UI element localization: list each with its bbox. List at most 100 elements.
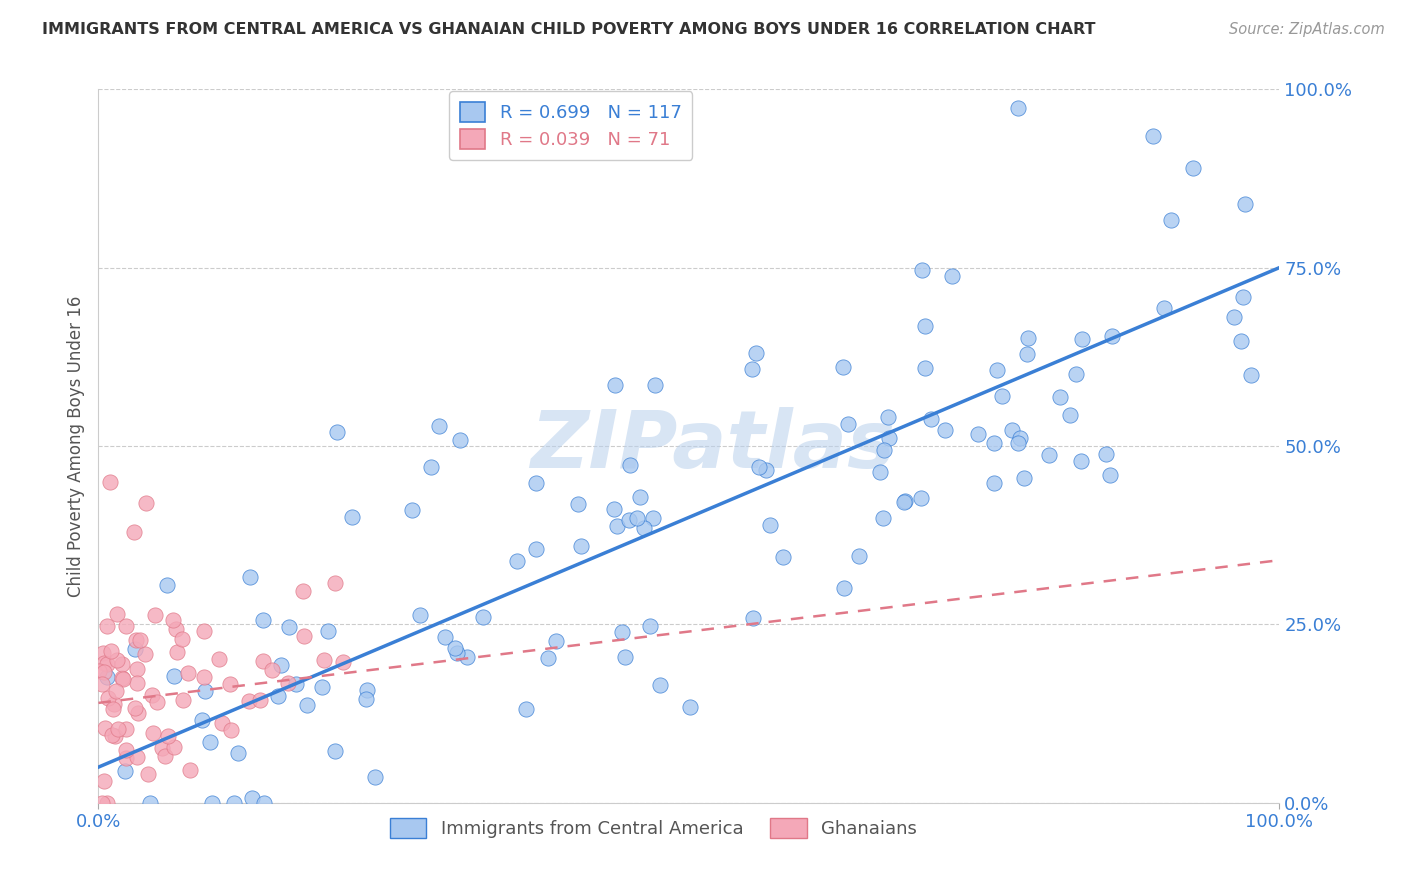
Point	[641, 511, 664, 525]
Point	[103, 702, 125, 716]
Point	[311, 680, 333, 694]
Point	[446, 647, 468, 661]
Point	[772, 549, 794, 564]
Point	[139, 796, 162, 810]
Point	[323, 744, 346, 758]
Point	[93, 656, 115, 670]
Point	[419, 459, 441, 474]
Point	[626, 511, 648, 525]
Point	[748, 460, 770, 475]
Point	[869, 465, 891, 479]
Point	[312, 653, 335, 667]
Point	[1007, 435, 1029, 450]
Point	[1038, 448, 1060, 462]
Point	[125, 662, 148, 676]
Point	[125, 632, 148, 647]
Point	[633, 521, 655, 535]
Text: ZIPatlas: ZIPatlas	[530, 407, 896, 485]
Point	[834, 581, 856, 595]
Point	[239, 570, 262, 584]
Point	[991, 389, 1014, 403]
Text: Source: ZipAtlas.com: Source: ZipAtlas.com	[1229, 22, 1385, 37]
Point	[872, 442, 894, 457]
Point	[610, 624, 633, 639]
Point	[104, 729, 127, 743]
Point	[198, 735, 221, 749]
Point	[569, 539, 592, 553]
Point	[110, 657, 132, 671]
Point	[252, 613, 274, 627]
Point	[879, 430, 901, 444]
Point	[427, 418, 450, 433]
Point	[142, 726, 165, 740]
Point	[146, 695, 169, 709]
Point	[97, 691, 120, 706]
Point	[340, 510, 363, 524]
Point	[115, 751, 138, 765]
Point	[745, 346, 768, 360]
Point	[986, 363, 1008, 377]
Point	[537, 651, 560, 665]
Point	[219, 723, 242, 737]
Point	[617, 513, 640, 527]
Point	[872, 511, 894, 525]
Point	[848, 549, 870, 563]
Point	[127, 749, 149, 764]
Point	[1181, 161, 1204, 176]
Point	[115, 722, 138, 736]
Point	[115, 618, 138, 632]
Point	[742, 611, 765, 625]
Point	[105, 607, 128, 621]
Point	[316, 624, 339, 639]
Point	[1010, 431, 1032, 445]
Point	[295, 698, 318, 713]
Point	[103, 698, 125, 712]
Point	[332, 655, 354, 669]
Point	[90, 796, 112, 810]
Point	[638, 619, 661, 633]
Point	[934, 423, 956, 437]
Point	[105, 683, 128, 698]
Point	[567, 498, 589, 512]
Point	[1223, 310, 1246, 324]
Point	[238, 694, 260, 708]
Point	[1230, 334, 1253, 348]
Point	[1101, 329, 1123, 343]
Point	[1059, 409, 1081, 423]
Point	[114, 764, 136, 778]
Point	[91, 677, 114, 691]
Point	[156, 578, 179, 592]
Point	[443, 640, 465, 655]
Point	[112, 672, 135, 686]
Point	[292, 584, 315, 599]
Point	[1095, 447, 1118, 461]
Point	[741, 362, 763, 376]
Point	[194, 683, 217, 698]
Point	[603, 377, 626, 392]
Point	[1160, 213, 1182, 227]
Point	[456, 650, 478, 665]
Point	[218, 676, 240, 690]
Point	[193, 669, 215, 683]
Point	[270, 658, 292, 673]
Point	[101, 728, 124, 742]
Point	[515, 702, 537, 716]
Point	[914, 360, 936, 375]
Point	[179, 764, 201, 778]
Point	[107, 722, 129, 736]
Point	[165, 622, 187, 636]
Point	[472, 610, 495, 624]
Point	[122, 524, 145, 539]
Point	[356, 682, 378, 697]
Y-axis label: Child Poverty Among Boys Under 16: Child Poverty Among Boys Under 16	[66, 295, 84, 597]
Point	[124, 701, 146, 715]
Point	[98, 475, 121, 489]
Point	[162, 613, 184, 627]
Point	[141, 688, 163, 702]
Point	[136, 766, 159, 780]
Point	[277, 620, 299, 634]
Point	[524, 476, 547, 491]
Point	[1232, 290, 1254, 304]
Point	[249, 693, 271, 707]
Point	[163, 739, 186, 754]
